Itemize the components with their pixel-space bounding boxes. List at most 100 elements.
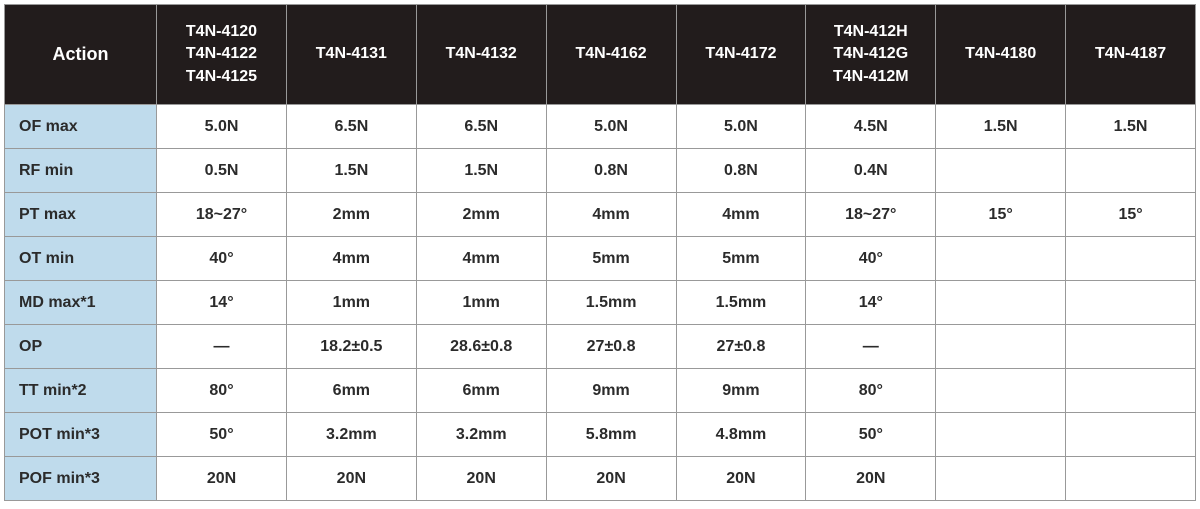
- table-row: POT min*350°3.2mm3.2mm5.8mm4.8mm50°: [5, 413, 1196, 457]
- cell: 15°: [1066, 193, 1196, 237]
- model-header-5: T4N-412HT4N-412GT4N-412M: [806, 5, 936, 105]
- cell: [1066, 457, 1196, 501]
- cell: 1.5mm: [546, 281, 676, 325]
- cell: [1066, 325, 1196, 369]
- cell: 2mm: [286, 193, 416, 237]
- cell: 2mm: [416, 193, 546, 237]
- cell: 5.0N: [546, 105, 676, 149]
- cell: 27±0.8: [546, 325, 676, 369]
- row-label: POT min*3: [5, 413, 157, 457]
- model-header-1: T4N-4131: [286, 5, 416, 105]
- cell: 18~27°: [157, 193, 287, 237]
- cell: 40°: [157, 237, 287, 281]
- cell: [936, 281, 1066, 325]
- cell: 4mm: [286, 237, 416, 281]
- cell: 20N: [416, 457, 546, 501]
- model-header-6: T4N-4180: [936, 5, 1066, 105]
- row-label: RF min: [5, 149, 157, 193]
- cell: 3.2mm: [416, 413, 546, 457]
- cell: 4.8mm: [676, 413, 806, 457]
- model-header-2: T4N-4132: [416, 5, 546, 105]
- cell: 80°: [157, 369, 287, 413]
- cell: 5.8mm: [546, 413, 676, 457]
- cell: 6.5N: [286, 105, 416, 149]
- table-row: TT min*280°6mm6mm9mm9mm80°: [5, 369, 1196, 413]
- cell: 20N: [157, 457, 287, 501]
- cell: 1.5mm: [676, 281, 806, 325]
- cell: 20N: [286, 457, 416, 501]
- cell: 20N: [806, 457, 936, 501]
- table-row: MD max*114°1mm1mm1.5mm1.5mm14°: [5, 281, 1196, 325]
- table-row: POF min*320N20N20N20N20N20N: [5, 457, 1196, 501]
- cell: 5mm: [546, 237, 676, 281]
- cell: 0.8N: [546, 149, 676, 193]
- cell: [936, 413, 1066, 457]
- cell: 0.4N: [806, 149, 936, 193]
- cell: 27±0.8: [676, 325, 806, 369]
- cell: [1066, 237, 1196, 281]
- cell: [936, 237, 1066, 281]
- cell: 4.5N: [806, 105, 936, 149]
- cell: 4mm: [416, 237, 546, 281]
- cell: 0.5N: [157, 149, 287, 193]
- table-body: OF max5.0N6.5N6.5N5.0N5.0N4.5N1.5N1.5NRF…: [5, 105, 1196, 501]
- row-label: OP: [5, 325, 157, 369]
- cell: 6.5N: [416, 105, 546, 149]
- cell: [1066, 149, 1196, 193]
- cell: 9mm: [546, 369, 676, 413]
- cell: 18.2±0.5: [286, 325, 416, 369]
- cell: 3.2mm: [286, 413, 416, 457]
- cell: 1.5N: [416, 149, 546, 193]
- cell: 14°: [806, 281, 936, 325]
- table-row: RF min0.5N1.5N1.5N0.8N0.8N0.4N: [5, 149, 1196, 193]
- cell: 1mm: [416, 281, 546, 325]
- spec-table: Action T4N-4120T4N-4122T4N-4125 T4N-4131…: [4, 4, 1196, 501]
- cell: 6mm: [416, 369, 546, 413]
- cell: 9mm: [676, 369, 806, 413]
- row-label: OT min: [5, 237, 157, 281]
- cell: —: [157, 325, 287, 369]
- cell: 1.5N: [1066, 105, 1196, 149]
- cell: [936, 149, 1066, 193]
- cell: [936, 369, 1066, 413]
- cell: 5.0N: [157, 105, 287, 149]
- cell: 5.0N: [676, 105, 806, 149]
- row-label: PT max: [5, 193, 157, 237]
- cell: 4mm: [546, 193, 676, 237]
- row-label: TT min*2: [5, 369, 157, 413]
- cell: 40°: [806, 237, 936, 281]
- cell: [936, 325, 1066, 369]
- cell: 1.5N: [286, 149, 416, 193]
- model-header-0: T4N-4120T4N-4122T4N-4125: [157, 5, 287, 105]
- action-header: Action: [5, 5, 157, 105]
- cell: 1mm: [286, 281, 416, 325]
- cell: 6mm: [286, 369, 416, 413]
- row-label: OF max: [5, 105, 157, 149]
- cell: 5mm: [676, 237, 806, 281]
- cell: 28.6±0.8: [416, 325, 546, 369]
- cell: 1.5N: [936, 105, 1066, 149]
- table-row: OF max5.0N6.5N6.5N5.0N5.0N4.5N1.5N1.5N: [5, 105, 1196, 149]
- cell: [1066, 369, 1196, 413]
- model-header-3: T4N-4162: [546, 5, 676, 105]
- cell: 18~27°: [806, 193, 936, 237]
- table-row: OT min40°4mm4mm5mm5mm40°: [5, 237, 1196, 281]
- cell: 0.8N: [676, 149, 806, 193]
- cell: 4mm: [676, 193, 806, 237]
- cell: [1066, 413, 1196, 457]
- cell: [936, 457, 1066, 501]
- row-label: MD max*1: [5, 281, 157, 325]
- table-row: OP—18.2±0.528.6±0.827±0.827±0.8—: [5, 325, 1196, 369]
- cell: 50°: [157, 413, 287, 457]
- cell: 20N: [546, 457, 676, 501]
- model-header-4: T4N-4172: [676, 5, 806, 105]
- cell: [1066, 281, 1196, 325]
- row-label: POF min*3: [5, 457, 157, 501]
- cell: 14°: [157, 281, 287, 325]
- model-header-7: T4N-4187: [1066, 5, 1196, 105]
- cell: —: [806, 325, 936, 369]
- cell: 80°: [806, 369, 936, 413]
- cell: 15°: [936, 193, 1066, 237]
- cell: 50°: [806, 413, 936, 457]
- cell: 20N: [676, 457, 806, 501]
